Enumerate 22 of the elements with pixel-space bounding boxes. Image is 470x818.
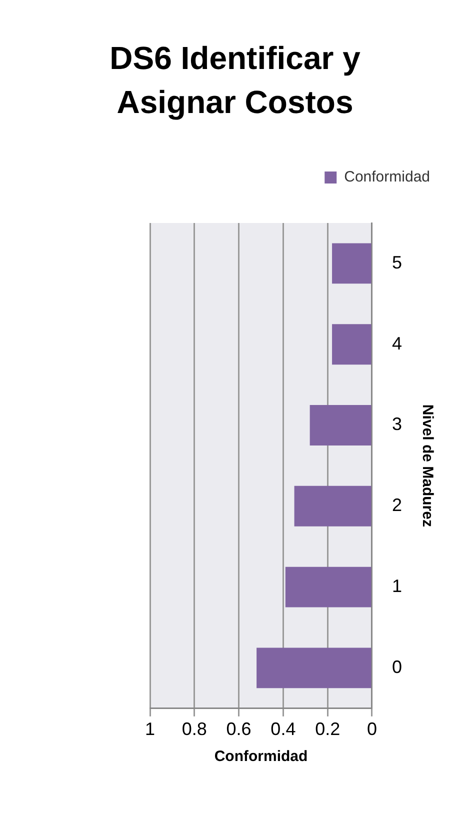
- bar: [256, 648, 372, 688]
- x-tick-label: 0: [366, 719, 377, 740]
- chart-title: DS6 Identificar y Asignar Costos: [108, 39, 362, 122]
- x-tick-label: 1: [144, 719, 156, 740]
- y-tick-label: 2: [392, 495, 402, 516]
- bar: [332, 243, 372, 284]
- bar: [285, 566, 372, 608]
- y-axis-title: Nivel de Madurez: [418, 404, 436, 527]
- x-tick-label: 0.8: [182, 719, 207, 740]
- y-tick-label: 5: [392, 252, 402, 272]
- bar: [310, 405, 372, 446]
- x-axis-title: Conformidad: [214, 748, 308, 766]
- x-tick-label: 0.2: [315, 719, 340, 740]
- x-tick-label: 0.4: [270, 719, 296, 740]
- x-tick-label: 0.6: [226, 719, 252, 740]
- bar: [332, 324, 372, 365]
- bar: [294, 486, 372, 526]
- y-tick-label: 1: [392, 576, 402, 596]
- legend-label: Conformidad: [344, 168, 430, 186]
- y-tick-label: 3: [392, 414, 402, 434]
- y-tick-label: 0: [392, 656, 402, 677]
- y-tick-label: 4: [392, 333, 402, 354]
